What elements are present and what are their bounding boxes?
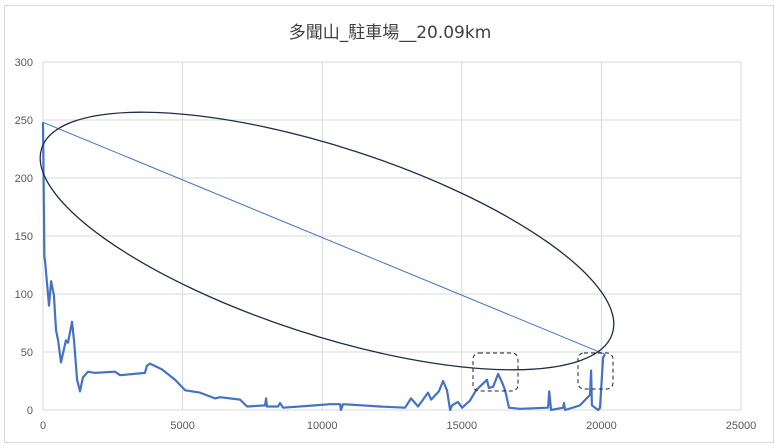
chart-frame xyxy=(4,5,774,443)
chart-title: 多聞山_駐車場__20.09km xyxy=(289,23,492,43)
annotation-box-2 xyxy=(577,352,614,390)
y-tick-label: 0 xyxy=(27,405,33,417)
series-line-series1 xyxy=(41,122,606,412)
y-tick-label: 100 xyxy=(15,289,33,301)
x-tick-label: 10000 xyxy=(307,420,338,432)
x-tick-label: 15000 xyxy=(447,420,478,432)
tick-labels: 0 50 100 150 200 250 300 0 5000 10000 15000 20000 25… xyxy=(15,57,757,432)
x-tick-label: 0 xyxy=(40,420,46,432)
gridlines xyxy=(42,61,742,411)
x-tick-label: 5000 xyxy=(170,420,194,432)
series-group xyxy=(41,121,606,412)
y-tick-label: 50 xyxy=(21,347,33,359)
annotation-ellipse xyxy=(39,111,615,371)
annotation-box-1 xyxy=(472,352,519,392)
x-tick-label: 20000 xyxy=(586,420,617,432)
y-tick-label: 250 xyxy=(15,115,33,127)
y-tick-label: 200 xyxy=(15,173,33,185)
y-tick-label: 150 xyxy=(15,231,33,243)
series-line-closing-line xyxy=(42,121,606,355)
y-tick-label: 300 xyxy=(15,57,33,69)
x-tick-label: 25000 xyxy=(726,420,757,432)
